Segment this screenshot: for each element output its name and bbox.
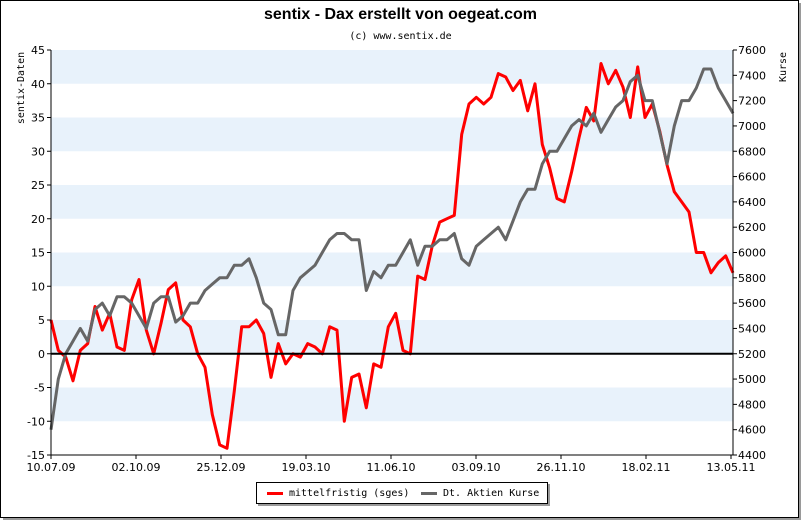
y-tick-label: 25 bbox=[31, 179, 45, 192]
y2-axis-title: Kurse bbox=[778, 52, 789, 82]
legend-label-series2: Dt. Aktien Kurse bbox=[443, 487, 540, 499]
legend-swatch-red bbox=[267, 491, 283, 495]
line-chart: 45 40 35 30 25 20 15 10 5 0 -5 -10 -15 7600 7400 7200 7… bbox=[16, 44, 789, 474]
y2-tick-label: 5000 bbox=[738, 373, 766, 386]
y2-tick-label: 5400 bbox=[738, 322, 766, 335]
grid-band bbox=[51, 117, 733, 152]
chart-title: sentix - Dax erstellt von oegeat.com bbox=[264, 6, 537, 23]
legend-item-series2: Dt. Aktien Kurse bbox=[421, 487, 539, 499]
y2-tick-label: 5600 bbox=[738, 297, 766, 310]
x-tick-label: 25.12.09 bbox=[197, 461, 246, 474]
y2-tick-label: 4600 bbox=[738, 424, 766, 437]
x-tick-label: 18.02.11 bbox=[622, 461, 671, 474]
legend-item-series1: mittelfristig (sges) bbox=[267, 487, 409, 499]
y-tick-label: 5 bbox=[38, 314, 45, 327]
grid-band bbox=[51, 50, 733, 84]
grid-band bbox=[51, 320, 733, 354]
y2-tick-label: 7400 bbox=[738, 69, 766, 82]
y-axis-title: sentix-Daten bbox=[16, 52, 27, 124]
y2-tick-label: 6600 bbox=[738, 171, 766, 184]
chart-subtitle: (c) www.sentix.de bbox=[349, 31, 452, 42]
grid-band bbox=[51, 252, 733, 287]
y2-tick-label: 6000 bbox=[738, 247, 766, 260]
x-tick-label: 19.03.10 bbox=[282, 461, 331, 474]
y2-tick-label: 5200 bbox=[738, 348, 766, 361]
y2-tick-label: 6200 bbox=[738, 221, 766, 234]
y2-tick-label: 7000 bbox=[738, 120, 766, 133]
y-tick-label: 35 bbox=[31, 112, 45, 125]
y-tick-label: 20 bbox=[31, 213, 45, 226]
series-line-mittelfristig bbox=[49, 62, 735, 450]
x-tick-label: 02.10.09 bbox=[112, 461, 161, 474]
y-tick-label: 10 bbox=[31, 280, 45, 293]
y-tick-label: 30 bbox=[31, 145, 45, 158]
x-tick-label: 11.06.10 bbox=[367, 461, 416, 474]
y-tick-label: 45 bbox=[31, 44, 45, 57]
y-tick-label: -5 bbox=[34, 382, 45, 395]
grid-band bbox=[51, 185, 733, 219]
y2-tick-label: 7600 bbox=[738, 44, 766, 57]
x-tick-label: 03.09.10 bbox=[452, 461, 501, 474]
x-tick-label: 10.07.09 bbox=[27, 461, 76, 474]
y2-tick-label: 4800 bbox=[738, 398, 766, 411]
y-tick-label: 15 bbox=[31, 247, 45, 260]
legend-label-series1: mittelfristig (sges) bbox=[289, 487, 410, 499]
y-tick-label: -10 bbox=[27, 415, 45, 428]
grid-band bbox=[51, 387, 733, 422]
legend: mittelfristig (sges) Dt. Aktien Kurse bbox=[256, 482, 548, 504]
y-tick-label: 40 bbox=[31, 78, 45, 91]
y-tick-label: 0 bbox=[38, 348, 45, 361]
y2-tick-label: 6800 bbox=[738, 145, 766, 158]
y2-tick-label: 7200 bbox=[738, 95, 766, 108]
series-line-aktien-kurse bbox=[49, 67, 735, 430]
x-tick-label: 13.05.11 bbox=[707, 461, 756, 474]
y2-tick-label: 6400 bbox=[738, 196, 766, 209]
y2-tick-label: 4400 bbox=[738, 449, 766, 462]
x-tick-label: 26.11.10 bbox=[537, 461, 586, 474]
legend-swatch-gray bbox=[421, 491, 437, 495]
y2-tick-label: 5800 bbox=[738, 272, 766, 285]
y-tick-label: -15 bbox=[27, 449, 45, 462]
